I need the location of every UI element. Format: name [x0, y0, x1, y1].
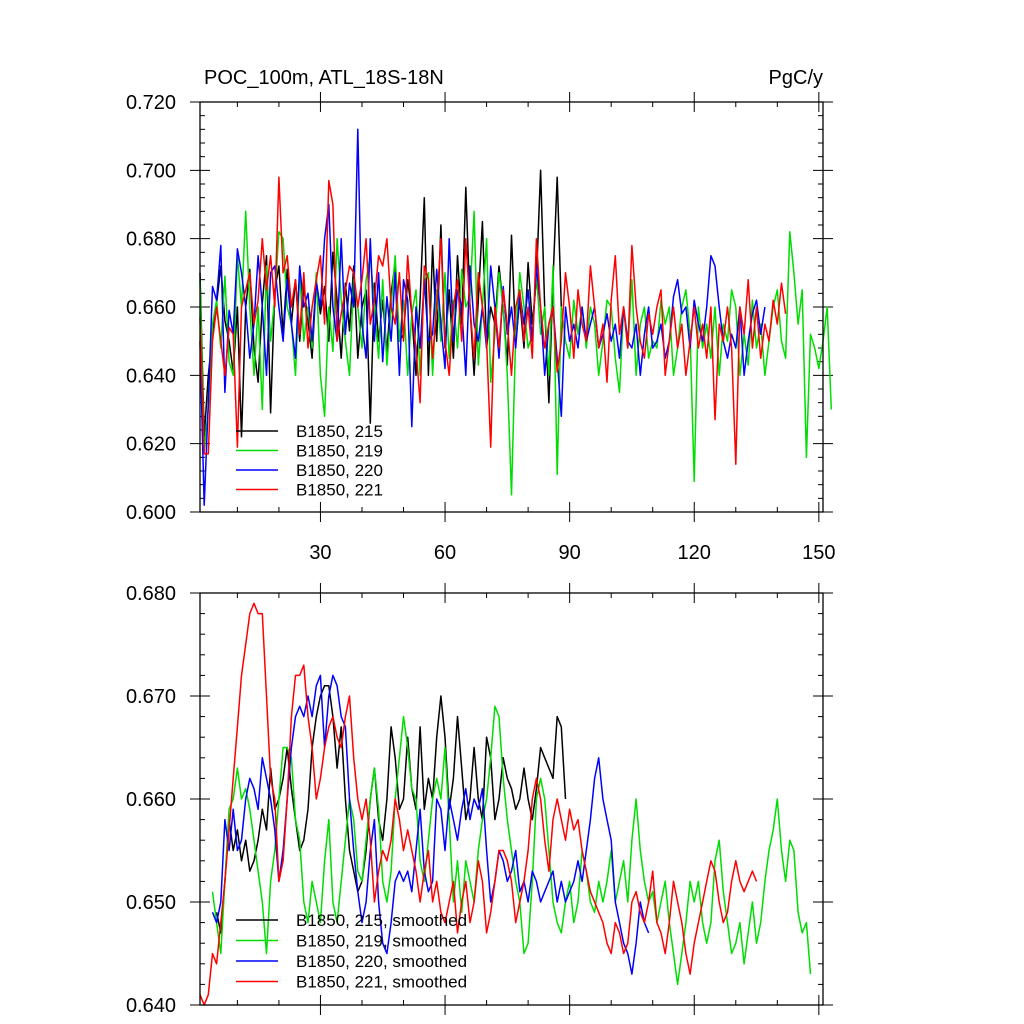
y-tick-label: 0.680	[126, 229, 176, 251]
legend: B1850, 215, smoothed B1850, 219, smoothed…	[236, 911, 467, 992]
y-tick-label: 0.660	[126, 789, 176, 811]
legend-label: B1850, 221, smoothed	[296, 973, 467, 992]
legend-label: B1850, 220	[296, 461, 383, 480]
x-tick-label: 60	[434, 542, 456, 564]
x-tick-label: 90	[559, 542, 581, 564]
plot-frame	[199, 592, 824, 1006]
legend-label: B1850, 219	[296, 442, 383, 461]
upper-panel: POC_100m, ATL_18S-18N PgC/y 30 60 90 120 150…	[126, 67, 836, 564]
y-tick-label: 0.650	[126, 892, 176, 914]
x-tick-label: 150	[802, 542, 835, 564]
y-tick-label: 0.620	[126, 434, 176, 456]
lower-panel: 0.640 0.650 0.660 0.670 0.680 B1850, 215, sm…	[126, 583, 833, 1017]
units-label: PgC/y	[769, 67, 823, 89]
y-tick-label: 0.640	[126, 995, 176, 1017]
legend-label: B1850, 221	[296, 481, 383, 500]
legend-label: B1850, 220, smoothed	[296, 952, 467, 971]
series-lines	[199, 128, 833, 506]
y-tick-label: 0.670	[126, 686, 176, 708]
axis-ticks: 0.640 0.650 0.660 0.670 0.680	[126, 583, 833, 1017]
legend-label: B1850, 215, smoothed	[296, 911, 467, 930]
chart-title: POC_100m, ATL_18S-18N	[204, 67, 444, 89]
series-line-2	[199, 210, 833, 496]
legend-label: B1850, 215	[296, 422, 383, 441]
y-tick-label: 0.700	[126, 160, 176, 182]
y-tick-label: 0.720	[126, 92, 176, 114]
series-lines	[199, 602, 812, 1006]
x-tick-label: 120	[678, 542, 711, 564]
y-tick-label: 0.660	[126, 297, 176, 319]
y-tick-label: 0.640	[126, 365, 176, 387]
y-tick-label: 0.600	[126, 502, 176, 524]
y-tick-label: 0.680	[126, 583, 176, 605]
series-line-4	[199, 176, 787, 465]
series-line-2	[211, 705, 812, 986]
series-line-4	[199, 602, 758, 1006]
plot-frame	[199, 101, 824, 513]
x-tick-label: 30	[309, 542, 331, 564]
legend-label: B1850, 219, smoothed	[296, 932, 467, 951]
